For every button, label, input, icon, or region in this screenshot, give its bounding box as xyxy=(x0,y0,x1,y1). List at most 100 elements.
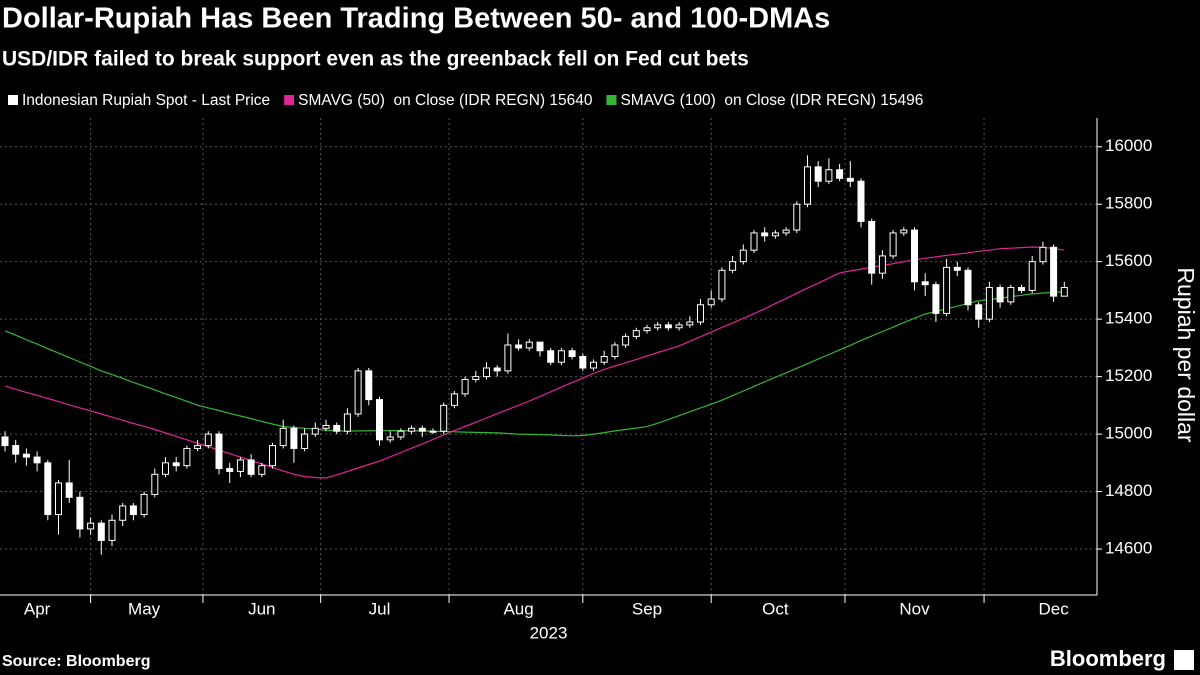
candle-body xyxy=(461,378,469,395)
x-tick-label: Jul xyxy=(369,599,391,618)
candle-body xyxy=(140,493,148,516)
candle-body xyxy=(804,166,811,205)
candle-body xyxy=(515,344,523,349)
candle-body xyxy=(236,459,244,472)
legend-marker xyxy=(284,95,295,105)
candle-body xyxy=(1039,246,1047,263)
candle-body xyxy=(12,445,20,455)
candle-body xyxy=(547,350,555,363)
candle-body xyxy=(301,433,309,449)
candle-body xyxy=(729,261,737,271)
y-tick-label: 14800 xyxy=(1105,481,1152,500)
candle-body xyxy=(172,462,180,467)
candle-body xyxy=(943,266,951,314)
candle-body xyxy=(354,370,362,415)
legend-label: SMAVG (100) on Close (IDR REGN) 15496 xyxy=(620,92,923,109)
candle-body xyxy=(483,367,490,378)
candle-body xyxy=(151,473,159,495)
candle-body xyxy=(290,427,298,449)
candle-body xyxy=(557,350,565,363)
candle-body xyxy=(686,321,694,326)
candle-body xyxy=(65,482,73,498)
candle-body xyxy=(343,413,351,432)
x-tick-label: Nov xyxy=(899,599,930,618)
candle-body xyxy=(964,269,972,306)
candle-body xyxy=(258,465,266,475)
y-tick-label: 14600 xyxy=(1105,539,1152,558)
candle-body xyxy=(771,232,779,237)
candle-body xyxy=(782,229,790,234)
candle-body xyxy=(750,232,758,251)
candle-body xyxy=(472,376,480,380)
candle-body xyxy=(664,324,672,329)
candle-body xyxy=(632,330,640,337)
year-label: 2023 xyxy=(530,623,568,642)
candle-body xyxy=(1018,287,1025,291)
legend-label: SMAVG (50) on Close (IDR REGN) 15640 xyxy=(298,92,593,109)
candle-body xyxy=(129,505,137,516)
candle-body xyxy=(376,399,383,441)
candle-body xyxy=(108,519,116,541)
candle-body xyxy=(1060,287,1068,297)
candle-body xyxy=(33,456,41,464)
candle-body xyxy=(194,445,202,449)
legend-label: Indonesian Rupiah Spot - Last Price xyxy=(22,92,270,109)
candle-body xyxy=(975,304,983,320)
candle-body xyxy=(857,180,865,222)
candle-body xyxy=(397,430,405,438)
x-tick-label: Aug xyxy=(503,599,533,618)
candle-body xyxy=(76,496,84,530)
candle-body xyxy=(985,287,993,320)
x-tick-label: Jun xyxy=(248,599,275,618)
candle-body xyxy=(215,433,223,470)
candle-body xyxy=(611,344,619,357)
candle-body xyxy=(911,229,918,283)
candle-body xyxy=(739,249,747,263)
candle-body xyxy=(162,462,169,475)
candle-body xyxy=(846,177,854,182)
candle-body xyxy=(450,393,458,406)
candle-body xyxy=(761,232,769,237)
y-tick-label: 16000 xyxy=(1105,136,1152,155)
candle-body xyxy=(493,367,501,372)
candle-body xyxy=(600,356,608,363)
candle-body xyxy=(921,281,929,286)
legend-marker xyxy=(8,95,18,105)
line xyxy=(4,246,1065,479)
candle-body xyxy=(579,356,587,369)
candle-body xyxy=(900,229,908,234)
candle-body xyxy=(825,169,833,182)
candle-body xyxy=(333,424,341,432)
x-tick-label: Apr xyxy=(24,599,51,618)
y-tick-label: 15000 xyxy=(1105,424,1152,443)
candle-body xyxy=(622,335,630,346)
candle-body xyxy=(793,203,801,231)
candle-body xyxy=(204,433,212,447)
x-tick-label: May xyxy=(128,599,161,618)
y-axis-label: Rupiah per dollar xyxy=(1173,267,1199,443)
candle-body xyxy=(1050,246,1058,297)
candle-body xyxy=(429,430,437,433)
candle-body xyxy=(590,361,597,369)
candle-body xyxy=(408,427,416,432)
y-tick-label: 15400 xyxy=(1105,309,1152,328)
x-tick-label: Oct xyxy=(762,599,789,618)
brand: Bloomberg xyxy=(1050,646,1166,671)
candle-body xyxy=(386,436,394,441)
candle-body xyxy=(878,255,886,274)
candle-body xyxy=(814,166,822,182)
candle-body xyxy=(87,522,95,530)
candle-body xyxy=(418,427,426,432)
candle-body xyxy=(697,304,704,323)
candle-body xyxy=(525,341,533,349)
candle-body xyxy=(322,424,330,429)
candle-body xyxy=(1007,287,1015,303)
candle-body xyxy=(504,344,512,372)
candle-body xyxy=(311,427,319,435)
source: Source: Bloomberg xyxy=(2,653,150,670)
candle-body xyxy=(718,269,726,300)
candle-body xyxy=(1,436,9,447)
y-tick-label: 15600 xyxy=(1105,251,1152,270)
candle-body xyxy=(44,462,52,516)
